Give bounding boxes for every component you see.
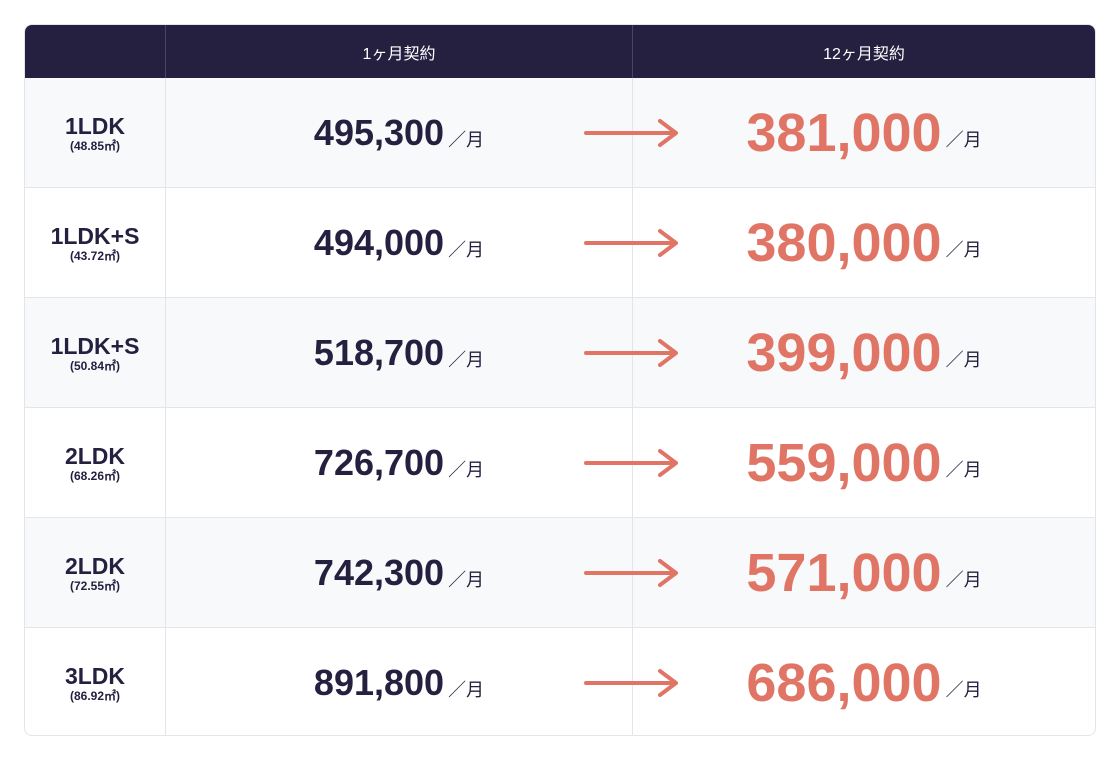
room-type: 2LDK xyxy=(64,442,126,469)
table-row: 3LDK (86.92㎡) 891,800 ／月 686,000 ／月 xyxy=(25,627,1095,735)
room-area: (50.84㎡) xyxy=(69,358,121,373)
annual-cell: 571,000 ／月 xyxy=(632,518,1095,627)
annual-cell: 399,000 ／月 xyxy=(632,298,1095,407)
annual-cell: 381,000 ／月 xyxy=(632,78,1095,187)
monthly-price: 742,300 xyxy=(313,551,445,593)
monthly-cell: 518,700 ／月 xyxy=(165,298,678,407)
room-type: 2LDK xyxy=(64,552,126,579)
annual-cell: 559,000 ／月 xyxy=(632,408,1095,517)
arrow-icon xyxy=(584,559,678,587)
price-unit: ／月 xyxy=(945,129,982,150)
arrow xyxy=(584,448,680,483)
type-cell: 1LDK (48.85㎡) xyxy=(25,78,165,187)
monthly-price: 494,000 xyxy=(313,221,445,263)
monthly-price: 518,700 xyxy=(313,331,445,373)
price-unit: ／月 xyxy=(945,349,982,370)
annual-cell: 686,000 ／月 xyxy=(632,628,1095,735)
price-unit: ／月 xyxy=(945,679,982,700)
price-unit: ／月 xyxy=(945,239,982,260)
arrow-icon xyxy=(584,229,678,257)
room-area: (48.85㎡) xyxy=(69,138,121,153)
annual-price: 571,000 xyxy=(746,542,942,603)
table-body: 1LDK (48.85㎡) 495,300 ／月 381,000 ／月 1LDK+S (43.… xyxy=(25,78,1095,735)
arrow-icon xyxy=(584,119,678,147)
type-cell: 2LDK (68.26㎡) xyxy=(25,408,165,517)
price-table: 1ヶ月契約 12ヶ月契約 1LDK (48.85㎡) 495,300 ／月 381,00… xyxy=(24,24,1096,736)
arrow xyxy=(584,338,680,373)
monthly-cell: 891,800 ／月 xyxy=(165,628,678,735)
annual-price: 381,000 xyxy=(746,102,942,163)
annual-price: 399,000 xyxy=(746,322,942,383)
monthly-price: 726,700 xyxy=(313,441,445,483)
monthly-cell: 742,300 ／月 xyxy=(165,518,678,627)
room-area: (68.26㎡) xyxy=(69,468,121,483)
room-type: 1LDK xyxy=(64,112,126,139)
type-cell: 1LDK+S (50.84㎡) xyxy=(25,298,165,407)
arrow-icon xyxy=(584,339,678,367)
table-row: 1LDK+S (43.72㎡) 494,000 ／月 380,000 ／月 xyxy=(25,187,1095,297)
room-area: (72.55㎡) xyxy=(69,578,121,593)
table-row: 2LDK (68.26㎡) 726,700 ／月 559,000 ／月 xyxy=(25,407,1095,517)
type-cell: 3LDK (86.92㎡) xyxy=(25,628,165,735)
arrow xyxy=(584,118,680,153)
price-unit: ／月 xyxy=(945,569,982,590)
price-unit: ／月 xyxy=(448,239,485,260)
arrow xyxy=(584,228,680,263)
header-cell: 12ヶ月契約 xyxy=(632,25,1095,78)
header-cell: 1ヶ月契約 xyxy=(165,25,632,78)
room-type: 1LDK+S xyxy=(50,222,140,249)
room-area: (86.92㎡) xyxy=(69,688,121,703)
table-row: 1LDK+S (50.84㎡) 518,700 ／月 399,000 ／月 xyxy=(25,297,1095,407)
monthly-cell: 495,300 ／月 xyxy=(165,78,678,187)
annual-price: 380,000 xyxy=(746,212,942,273)
room-area: (43.72㎡) xyxy=(69,248,121,263)
price-unit: ／月 xyxy=(945,459,982,480)
price-unit: ／月 xyxy=(448,679,485,700)
arrow-icon xyxy=(584,669,678,697)
header-cell xyxy=(25,25,165,78)
arrow xyxy=(584,558,680,593)
monthly-cell: 726,700 ／月 xyxy=(165,408,678,517)
annual-cell: 380,000 ／月 xyxy=(632,188,1095,297)
annual-price: 559,000 xyxy=(746,432,942,493)
monthly-price: 495,300 xyxy=(313,111,445,153)
arrow xyxy=(584,668,680,703)
monthly-cell: 494,000 ／月 xyxy=(165,188,678,297)
header-row: 1ヶ月契約 12ヶ月契約 xyxy=(25,25,1095,78)
price-unit: ／月 xyxy=(448,569,485,590)
price-unit: ／月 xyxy=(448,129,485,150)
type-cell: 2LDK (72.55㎡) xyxy=(25,518,165,627)
arrow-icon xyxy=(584,449,678,477)
table-row: 1LDK (48.85㎡) 495,300 ／月 381,000 ／月 xyxy=(25,78,1095,187)
price-unit: ／月 xyxy=(448,459,485,480)
room-type: 3LDK xyxy=(64,662,126,689)
room-type: 1LDK+S xyxy=(50,332,140,359)
type-cell: 1LDK+S (43.72㎡) xyxy=(25,188,165,297)
table-row: 2LDK (72.55㎡) 742,300 ／月 571,000 ／月 xyxy=(25,517,1095,627)
annual-price: 686,000 xyxy=(746,652,942,713)
monthly-price: 891,800 xyxy=(313,661,445,703)
price-unit: ／月 xyxy=(448,349,485,370)
